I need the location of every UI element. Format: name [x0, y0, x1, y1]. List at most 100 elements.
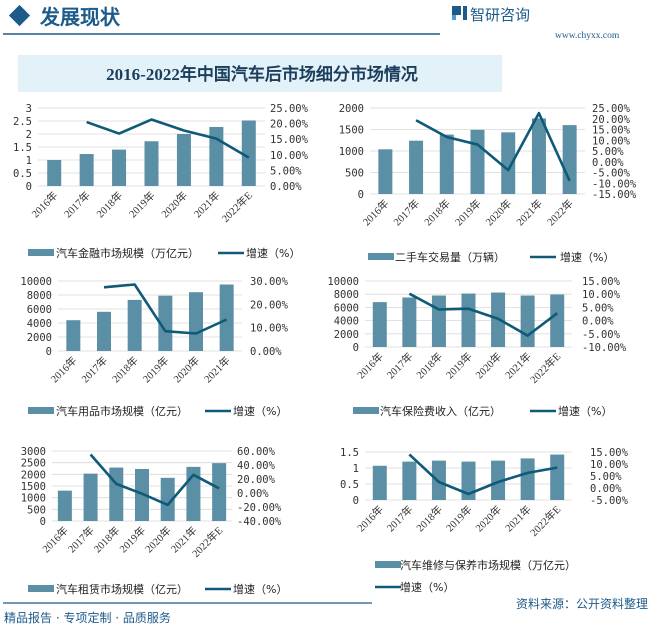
y2-tick-label: 20.00% — [237, 474, 276, 486]
y2-tick-label: 0.00% — [590, 483, 622, 495]
y-tick-label: 4000 — [27, 318, 52, 330]
website-link[interactable]: www.chyxx.com — [555, 31, 620, 41]
y-tick-label: 2000 — [339, 103, 364, 115]
bar — [372, 302, 387, 347]
x-tick-label: 2016年 — [360, 197, 391, 228]
y2-tick-label: -20.00% — [237, 502, 282, 514]
x-tick-label: 2019年 — [117, 524, 148, 555]
y-tick-label: 2000 — [27, 332, 52, 344]
y2-tick-label: 5.00% — [592, 146, 624, 158]
x-tick-label: 2021年 — [514, 197, 545, 228]
y-tick-label: 2 — [26, 129, 32, 141]
x-tick-label: 2016年 — [40, 524, 71, 555]
bar — [470, 129, 485, 194]
legend-bar-swatch — [375, 561, 401, 568]
y-tick-label: 2000 — [334, 329, 359, 341]
x-tick-label: 2019年 — [140, 354, 171, 385]
x-tick-label: 2017年 — [384, 503, 415, 534]
growth-line — [415, 111, 571, 182]
bar — [189, 292, 203, 351]
bar — [409, 140, 424, 194]
y2-tick-label: -40.00% — [237, 516, 282, 528]
y-tick-label: 2000 — [21, 469, 46, 481]
title-banner — [18, 55, 502, 92]
y-tick-label: 8000 — [334, 289, 359, 301]
legend-bar-swatch — [353, 407, 379, 414]
y2-tick-label: 25.00% — [592, 103, 631, 115]
source-note: 资料来源：公开资料整理 — [516, 596, 648, 611]
y-tick-label: 0 — [26, 181, 32, 193]
legend-line-label: 增速（%） — [560, 250, 614, 264]
y-tick-label: 2.5 — [13, 116, 32, 128]
x-tick-label: 2016年 — [354, 503, 385, 534]
y2-tick-label: 10.00% — [582, 289, 621, 301]
y-tick-label: 1500 — [339, 125, 364, 137]
bar — [83, 473, 98, 521]
bar — [520, 458, 535, 500]
y2-tick-label: 0.00% — [592, 157, 624, 169]
y2-tick-label: 0.00% — [237, 488, 269, 500]
y2-tick-label: 10.00% — [250, 323, 289, 335]
y-tick-label: 1000 — [21, 493, 46, 505]
growth-line — [89, 453, 220, 507]
y-tick-label: 0 — [46, 346, 52, 358]
x-tick-label: 2019年 — [126, 189, 157, 220]
bar — [431, 295, 446, 347]
x-tick-label: 2022年E — [527, 503, 563, 539]
bar — [501, 132, 516, 194]
bar — [47, 160, 62, 186]
y2-tick-label: -5.00% — [592, 168, 631, 180]
x-tick-label: 2020年 — [473, 503, 504, 534]
y-tick-label: 6000 — [334, 302, 359, 314]
x-tick-label: 2020年 — [483, 197, 514, 228]
y-tick-label: 500 — [345, 168, 364, 180]
y-tick-label: 0 — [353, 342, 359, 354]
legend-bar-label: 汽车保险费收入（亿元） — [380, 404, 501, 418]
x-tick-label: 2019年 — [443, 503, 474, 534]
x-tick-label: 2018年 — [109, 354, 140, 385]
x-tick-label: 2016年 — [29, 189, 60, 220]
legend-line-label: 增速（%） — [233, 404, 287, 418]
y2-tick-label: 15.00% — [590, 447, 629, 459]
logo-text: 智研咨询 — [470, 6, 530, 24]
bar — [212, 463, 227, 521]
y2-tick-label: 20.00% — [250, 299, 289, 311]
bar — [57, 490, 72, 521]
bar — [160, 477, 175, 521]
y-tick-label: 1.5 — [340, 447, 359, 459]
diamond-icon — [8, 4, 31, 27]
x-tick-label: 2021年 — [201, 354, 232, 385]
y2-tick-label: 20.00% — [270, 119, 309, 131]
y2-tick-label: -15.00% — [592, 189, 637, 201]
y2-tick-label: 15.00% — [592, 125, 631, 137]
y-tick-label: 0 — [40, 516, 46, 528]
legend-bar-label: 汽车金融市场规模（万亿元） — [56, 246, 199, 260]
y-tick-label: 0.5 — [340, 479, 359, 491]
y-tick-label: 1000 — [339, 146, 364, 158]
bar — [209, 126, 224, 186]
chart-6: 0 0.5 1 1.5 -5.00%0.00%5.00%10.00%15.00% 2016… — [340, 447, 629, 594]
bar — [158, 295, 173, 351]
bar — [550, 294, 565, 347]
bar — [79, 154, 94, 186]
y2-tick-label: 15.00% — [270, 134, 309, 146]
legend-bar-label: 二手车交易量（万辆） — [395, 250, 505, 264]
bar — [402, 297, 417, 347]
legend-line-label: 增速（%） — [400, 580, 454, 594]
bar — [378, 149, 393, 194]
y2-tick-label: -5.00% — [582, 329, 621, 341]
bar — [439, 134, 454, 194]
y-tick-label: 6000 — [27, 304, 52, 316]
bar — [491, 460, 506, 500]
x-tick-label: 2022年 — [544, 197, 575, 228]
x-tick-label: 2018年 — [421, 197, 452, 228]
x-tick-label: 2018年 — [94, 189, 125, 220]
x-tick-label: 2020年 — [159, 189, 190, 220]
x-tick-label: 2020年 — [473, 350, 504, 381]
y-tick-label: 500 — [27, 504, 46, 516]
x-tick-label: 2017年 — [384, 350, 415, 381]
growth-line — [86, 118, 250, 159]
y-tick-label: 1500 — [21, 481, 46, 493]
legend-bar-swatch — [368, 253, 394, 260]
